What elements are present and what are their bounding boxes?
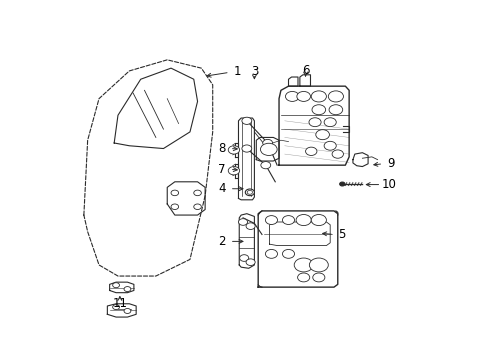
Circle shape bbox=[245, 189, 254, 196]
Text: 5: 5 bbox=[337, 228, 345, 241]
Text: 1: 1 bbox=[233, 65, 241, 78]
Text: 7: 7 bbox=[218, 163, 225, 176]
Circle shape bbox=[309, 258, 327, 272]
Circle shape bbox=[193, 204, 201, 210]
Circle shape bbox=[294, 258, 312, 272]
Text: 6: 6 bbox=[301, 64, 309, 77]
Circle shape bbox=[228, 167, 239, 175]
Circle shape bbox=[305, 147, 316, 156]
Circle shape bbox=[282, 249, 294, 258]
Circle shape bbox=[260, 162, 270, 169]
Circle shape bbox=[308, 118, 321, 127]
Circle shape bbox=[171, 190, 178, 195]
Circle shape bbox=[285, 91, 299, 102]
Text: 11: 11 bbox=[112, 297, 127, 310]
Circle shape bbox=[247, 190, 252, 194]
Circle shape bbox=[296, 215, 311, 226]
Circle shape bbox=[171, 204, 178, 210]
Circle shape bbox=[296, 91, 310, 102]
Circle shape bbox=[238, 219, 247, 225]
Circle shape bbox=[245, 259, 255, 266]
Circle shape bbox=[324, 141, 336, 150]
Circle shape bbox=[193, 190, 201, 195]
Text: 2: 2 bbox=[218, 235, 225, 248]
Circle shape bbox=[124, 309, 131, 314]
Text: 8: 8 bbox=[218, 142, 225, 155]
Text: 3: 3 bbox=[250, 65, 258, 78]
Circle shape bbox=[112, 283, 119, 288]
Circle shape bbox=[315, 130, 329, 140]
Circle shape bbox=[311, 91, 326, 102]
Circle shape bbox=[311, 105, 325, 115]
Circle shape bbox=[260, 143, 277, 156]
Circle shape bbox=[339, 182, 344, 186]
Circle shape bbox=[242, 117, 251, 125]
Circle shape bbox=[312, 273, 324, 282]
Circle shape bbox=[239, 255, 248, 261]
Circle shape bbox=[327, 91, 343, 102]
Text: 10: 10 bbox=[381, 178, 396, 191]
Circle shape bbox=[265, 216, 277, 225]
Circle shape bbox=[265, 249, 277, 258]
Circle shape bbox=[331, 150, 343, 158]
Circle shape bbox=[112, 305, 119, 310]
Circle shape bbox=[311, 215, 326, 226]
Circle shape bbox=[297, 273, 309, 282]
Circle shape bbox=[262, 139, 272, 147]
Text: 9: 9 bbox=[386, 157, 394, 170]
Circle shape bbox=[245, 223, 255, 229]
Circle shape bbox=[324, 118, 336, 127]
Circle shape bbox=[124, 287, 131, 292]
Circle shape bbox=[328, 105, 342, 115]
Circle shape bbox=[242, 145, 251, 152]
Circle shape bbox=[282, 216, 294, 225]
Text: 4: 4 bbox=[218, 182, 225, 195]
Circle shape bbox=[228, 146, 239, 154]
